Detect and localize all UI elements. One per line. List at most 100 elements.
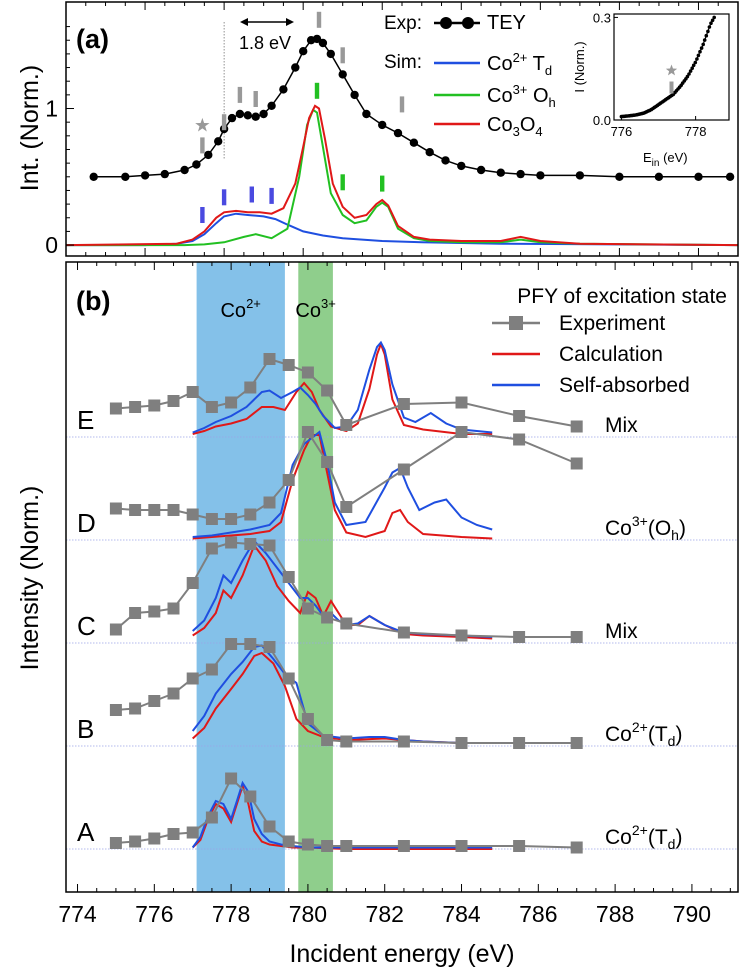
peak-marker [253,91,258,107]
panel-b-ticks: 774 776 778 780 782 784 786 788 790 [58,262,731,927]
x-tick-label: 788 [596,901,634,927]
tey-data-point [204,150,213,160]
peak-marker [314,82,320,99]
legend-tey-marker [462,17,474,29]
tey-data-point [279,85,288,94]
tey-data-point [180,165,189,175]
tey-data-point [654,172,664,181]
experiment-data-point [186,826,199,839]
inset-data-point [698,49,702,54]
trace-label-e: E [77,405,94,435]
experiment-data-point [570,420,583,433]
trace-note-b: Co2+(Td) [605,719,682,749]
experiment-data-point [340,735,353,748]
inset-data-point [709,21,713,26]
experiment-data-point [397,840,410,852]
experiment-data-point [340,617,353,630]
experiment-data-point [186,508,199,521]
panel-b-xlabel: Incident energy (eV) [289,940,514,968]
experiment-data-point [282,474,295,486]
experiment-data-point [340,840,353,852]
tey-data-point [89,172,98,181]
x-tick-label: 778 [212,901,250,927]
x-tick-label: 790 [673,901,711,927]
trace-note-d: Co3+(Oh) [605,513,686,543]
experiment-data-point [570,457,583,470]
inset-data-point [710,18,715,23]
tey-data-point [615,172,624,181]
experiment-data-point [167,395,180,407]
experiment-data-point [263,820,276,833]
experiment-data-point [225,513,238,525]
experiment-data-point [148,399,161,412]
peak-marker [340,47,345,64]
experiment-data-point [109,502,122,515]
inset-data-point [712,15,716,20]
peak-marker [221,189,227,206]
tey-data-point [725,172,735,181]
panel-b-title: PFY of excitation state [517,285,727,308]
panel-a: 01 (a) Int. (Norm.) 1.8 eV Exp: TEY Sim:… [16,1,739,258]
peak-marker [380,175,385,192]
experiment-data-point [321,384,334,397]
experiment-data-point [129,835,142,848]
experiment-data-point [570,737,583,749]
inset-x-tick-label: 778 [685,124,707,139]
experiment-data-point [225,536,238,549]
x-tick-label: 774 [58,901,97,927]
panel-a-ylabel: Int. (Norm.) [16,65,44,191]
tey-data-point [299,47,308,56]
tey-data-point [160,169,169,179]
experiment-data-point [263,539,276,552]
experiment-data-point [301,366,314,379]
legend-exp-prefix: Exp: [384,13,422,34]
experiment-data-point [225,638,238,650]
legend-co3o4-label: Co3O4 [487,114,543,139]
trace-label-c: C [77,611,96,641]
experiment-data-point [244,790,257,803]
inset-data-point [691,63,696,68]
inset-star-marker [665,64,678,76]
tey-data-point [121,172,130,181]
experiment-data-point [321,611,334,624]
experiment-data-point [321,456,334,468]
x-tick-label: 776 [135,901,173,927]
experiment-data-point [244,508,257,521]
experiment-data-point [129,607,142,619]
inset: 776 778 0.0 0.3 I (Norm.) Ein (eV) [572,10,730,169]
inset-data-point [688,69,693,73]
experiment-line [115,357,577,428]
y-tick-label: 0 [45,232,58,258]
inset-xlabel: Ein (eV) [643,150,688,169]
legend-sim-prefix: Sim: [384,52,422,73]
peak-marker [340,174,345,191]
panel-b: 774 776 778 780 782 784 786 788 790 Co2+ Co3+ (b)… [16,261,739,968]
panel-a-legend: Exp: TEY Sim: Co2+ Td Co3+ Oh Co3O4 [384,12,556,139]
experiment-data-point [225,772,238,785]
inset-data-point [696,53,701,58]
experiment-data-point [225,396,238,409]
energy-band-labels: Co2+ Co3+ [220,296,335,322]
experiment-data-point [129,504,142,516]
series-line-co3-oh [66,108,738,247]
inset-data-point [706,29,710,34]
tey-data-point [425,148,434,157]
experiment-data-point [148,832,161,845]
experiment-data-point [455,737,468,749]
experiment-data-point [321,734,334,746]
experiment-data-point [301,713,314,725]
trace-note-a: Co2+(Td) [605,822,682,852]
tey-data-point [267,101,276,111]
experiment-data-point [455,840,468,852]
experiment-data-point [109,623,122,636]
inset-y-tick-label: 0.0 [593,113,611,128]
experiment-data-point [455,426,468,438]
tey-data-point [575,171,585,180]
tey-data-point [243,111,252,120]
experiment-data-point [244,381,257,394]
panel-b-legend: Experiment Calculation Self-absorbed [492,312,690,397]
experiment-data-point [244,638,257,650]
experiment-data-point [148,605,161,618]
tey-data-point [251,112,260,121]
legend-self-absorbed-label: Self-absorbed [559,374,690,397]
